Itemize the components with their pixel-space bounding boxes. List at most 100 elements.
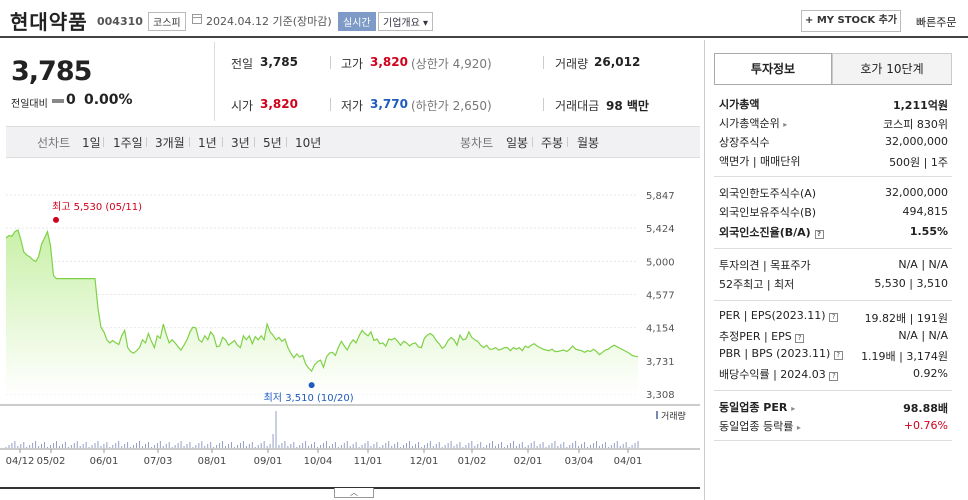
add-mystock-button[interactable]: + MY STOCK 추가	[801, 10, 901, 32]
div-row: 배당수익률 | 2024.03 ?	[719, 366, 839, 382]
price-chart: 5,847 5,424 5,000 4,577 4,154 3,731 3,308 최고 5…	[0, 191, 700, 467]
sector-per-link[interactable]: 동일업종 PER ▸	[719, 399, 795, 415]
prev-close-value: 3,785	[260, 55, 298, 69]
lower-limit: (하한가 2,650)	[411, 99, 492, 113]
section-divider	[714, 176, 952, 177]
price-area	[6, 230, 638, 394]
tab-order-book[interactable]: 호가 10단계	[832, 53, 952, 85]
period-10y[interactable]: 10년	[295, 136, 322, 150]
par-label: 액면가 | 매매단위	[719, 155, 801, 168]
pbr-label: PBR | BPS (2023.11)	[719, 347, 831, 360]
caret-right-icon: ▸	[791, 404, 796, 413]
change-percent: 0.00%	[84, 92, 133, 108]
base-date: 2024.04.12 기준(장마감)	[206, 15, 332, 28]
summary-divider	[214, 42, 215, 121]
price-line	[5, 229, 639, 373]
section-divider	[714, 300, 952, 301]
x-tick-label: 04/12	[6, 456, 35, 467]
line-chart-label: 선차트	[37, 136, 71, 150]
stock-code: 004310	[97, 15, 143, 28]
sector-rate-label: 동일업종 등락률	[719, 420, 794, 433]
period-1d[interactable]: 1일	[82, 136, 101, 150]
div-value: 0.92%	[913, 367, 948, 380]
help-icon[interactable]: ?	[829, 372, 839, 381]
prev-close-label: 전일	[231, 57, 254, 71]
x-tick-label: 10/04	[304, 456, 333, 467]
period-3y[interactable]: 3년	[231, 136, 250, 150]
x-tick-label: 01/02	[458, 456, 487, 467]
period-divider	[532, 137, 533, 147]
candle-daily[interactable]: 일봉	[506, 136, 529, 150]
change-label: 전일대비	[11, 99, 48, 110]
current-price: 3,785	[11, 56, 92, 87]
amount-value: 98 백만	[606, 99, 649, 113]
x-tick-label: 06/01	[90, 456, 119, 467]
help-icon[interactable]: ?	[814, 230, 824, 239]
candle-weekly[interactable]: 주봉	[541, 136, 564, 150]
open-value: 3,820	[260, 97, 298, 111]
section-divider	[714, 390, 952, 391]
foreign-hold-label: 외국인보유주식수(B)	[719, 206, 817, 219]
pbr-value: 1.19배 | 3,174원	[861, 350, 948, 363]
market-cap-rank-link[interactable]: 시가총액순위 ▸	[719, 115, 787, 131]
collapse-chevron-icon[interactable]: ︿	[334, 488, 374, 498]
foreign-limit-label: 외국인한도주식수(A)	[719, 187, 817, 200]
low-value: 3,770	[370, 97, 408, 111]
tab-underline	[714, 84, 952, 85]
period-divider	[254, 137, 255, 147]
stock-name: 현대약품	[10, 10, 88, 34]
quick-order-button[interactable]: 빠른주문	[916, 16, 957, 29]
company-overview-dropdown[interactable]: 기업개요 ▾	[378, 12, 433, 31]
est-per-label: 추정PER | EPS	[719, 330, 792, 343]
x-tick-label: 08/01	[198, 456, 227, 467]
candle-chart-label: 봉차트	[460, 136, 494, 150]
period-1w[interactable]: 1주일	[113, 136, 143, 150]
realtime-button[interactable]: 실시간	[338, 12, 376, 31]
period-divider	[189, 137, 190, 147]
per-value: 19.82배 | 191원	[864, 312, 948, 325]
chart-period-bar	[6, 126, 700, 158]
per-label: PER | EPS(2023.11)	[719, 309, 826, 322]
y-tick-label: 3,308	[646, 390, 675, 401]
x-tick-label: 11/01	[354, 456, 383, 467]
caret-right-icon: ▸	[783, 120, 788, 129]
market-cap-rank-label: 시가총액순위	[719, 117, 780, 130]
market-cap-value: 1,211억원	[892, 99, 948, 112]
x-tick-label: 03/04	[565, 456, 594, 467]
foreign-hold-value: 494,815	[902, 205, 949, 218]
low-label: 저가	[341, 99, 364, 113]
help-icon[interactable]: ?	[833, 351, 843, 360]
upper-limit: (상한가 4,920)	[411, 57, 492, 71]
x-tick-label: 05/02	[37, 456, 66, 467]
x-tick-label: 12/01	[410, 456, 439, 467]
period-5y[interactable]: 5년	[263, 136, 282, 150]
y-tick-label: 5,847	[646, 191, 675, 202]
y-tick-label: 5,000	[646, 257, 675, 268]
min-marker	[308, 382, 315, 389]
y-tick-label: 4,154	[646, 324, 675, 335]
est-per-row: 추정PER | EPS ?	[719, 328, 805, 344]
sector-rate-link[interactable]: 동일업종 등락률 ▸	[719, 418, 801, 434]
x-tick-label: 02/01	[514, 456, 543, 467]
period-3m[interactable]: 3개월	[155, 136, 185, 150]
opinion-value: N/A | N/A	[898, 258, 948, 271]
x-tick-label: 04/01	[614, 456, 643, 467]
volume-legend-label: 거래량	[661, 410, 686, 422]
y-tick-label: 3,731	[646, 357, 675, 368]
period-1y[interactable]: 1년	[198, 136, 217, 150]
market-badge: 코스피	[148, 12, 186, 31]
period-divider	[146, 137, 147, 147]
w52-value: 5,530 | 3,510	[874, 277, 948, 290]
period-divider	[567, 137, 568, 147]
tab-investment-info[interactable]: 투자정보	[714, 53, 832, 85]
page-header	[0, 0, 968, 38]
opinion-label: 투자의견 | 목표주가	[719, 259, 811, 272]
help-icon[interactable]: ?	[829, 313, 839, 322]
help-icon[interactable]: ?	[795, 334, 805, 343]
calendar-icon	[192, 14, 202, 24]
section-divider	[714, 440, 952, 441]
foreign-ratio-row: 외국인소진율(B/A) ?	[719, 224, 824, 240]
candle-monthly[interactable]: 월봉	[577, 136, 600, 150]
max-marker	[53, 216, 59, 223]
y-tick-label: 4,577	[646, 291, 675, 302]
